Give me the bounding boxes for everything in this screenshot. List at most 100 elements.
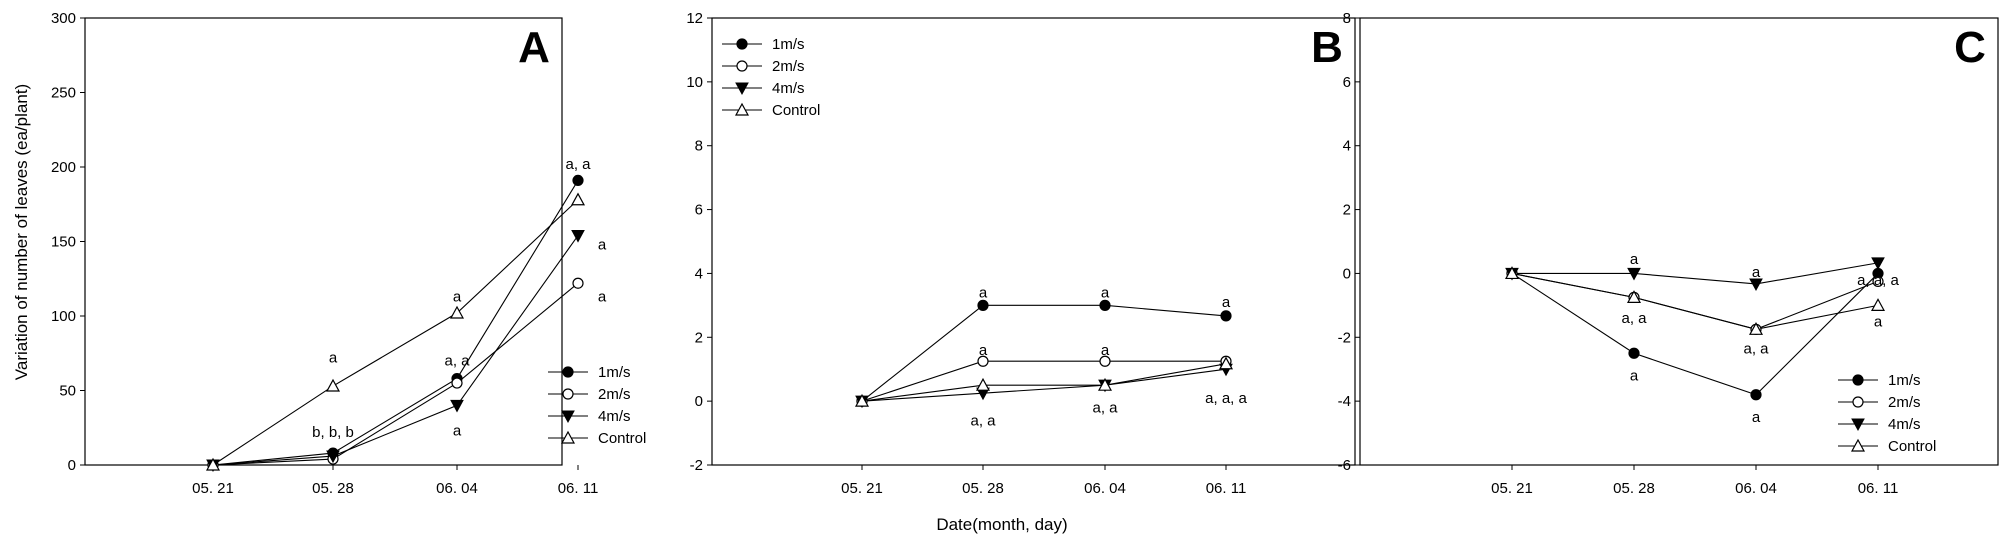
- legend-marker: [1851, 418, 1865, 432]
- legend-marker: [562, 388, 574, 400]
- data-point: [325, 378, 341, 392]
- y-tick-label: 150: [51, 234, 76, 251]
- x-tick-label: 06. 04: [1084, 480, 1126, 497]
- panel-label: C: [1954, 23, 1986, 72]
- y-tick-label: 8: [1343, 10, 1351, 27]
- data-point: [570, 192, 586, 206]
- series-line-1m-s: [861, 304, 1227, 402]
- data-point: [1099, 299, 1111, 311]
- legend-marker: [1850, 438, 1866, 452]
- data-point: [571, 230, 585, 243]
- y-tick-label: 12: [686, 10, 703, 27]
- data-point: [572, 174, 584, 187]
- data-point: [450, 399, 464, 413]
- data-point: [854, 393, 870, 407]
- series-line-control: [861, 363, 1227, 402]
- significance-label: a: [598, 289, 607, 306]
- y-tick-label: -2: [1338, 329, 1351, 346]
- y-tick-label: -4: [1338, 393, 1351, 410]
- x-tick-label: 05. 21: [841, 480, 883, 497]
- data-point: [1626, 290, 1642, 303]
- significance-label: a, a: [1621, 310, 1647, 327]
- y-tick-label: 6: [1343, 74, 1351, 91]
- legend-label: 1m/s: [1888, 372, 1921, 389]
- significance-label: a: [1630, 368, 1639, 385]
- significance-label: a, a: [1092, 400, 1118, 417]
- significance-label: a, a: [1743, 340, 1769, 357]
- significance-label: a: [453, 289, 462, 306]
- data-point: [1872, 275, 1884, 288]
- legend-label: 2m/s: [1888, 394, 1921, 411]
- y-tick-label: 8: [695, 138, 703, 155]
- significance-label: a: [453, 423, 462, 440]
- significance-label: a, a, a: [1205, 390, 1247, 407]
- legend-label: Control: [598, 430, 646, 447]
- significance-label: a: [1874, 313, 1883, 330]
- y-tick-label: 100: [51, 308, 76, 325]
- data-point: [1097, 377, 1113, 391]
- data-point: [1748, 322, 1764, 335]
- significance-label: a: [979, 342, 988, 359]
- legend-marker: [736, 38, 748, 50]
- y-tick-label: 10: [686, 74, 703, 91]
- data-point: [1749, 278, 1763, 292]
- series-line-2m-s: [861, 360, 1226, 402]
- plot-frame: [1359, 17, 1999, 466]
- y-tick-label: 4: [1343, 138, 1351, 155]
- panel-label: A: [518, 23, 550, 72]
- x-tick-label: 05. 28: [312, 480, 354, 497]
- x-tick-label: 05. 21: [192, 480, 234, 497]
- x-tick-label: 05. 28: [1613, 480, 1655, 497]
- series-line-control: [1511, 272, 1879, 330]
- x-tick-label: 06. 11: [1206, 480, 1247, 497]
- y-tick-label: 0: [68, 457, 76, 474]
- series-line-2m-s: [1511, 272, 1879, 330]
- data-point: [977, 299, 989, 311]
- y-tick-label: -2: [690, 457, 703, 474]
- y-tick-label: 50: [59, 383, 76, 400]
- y-tick-label: 2: [1343, 202, 1351, 219]
- series-line-control: [212, 199, 579, 466]
- legend-label: 1m/s: [772, 36, 805, 53]
- y-tick-label: 0: [1343, 265, 1351, 282]
- plot-frame: [711, 17, 1356, 466]
- data-point: [1504, 266, 1520, 280]
- significance-label: a: [979, 285, 988, 302]
- legend-label: Control: [772, 102, 820, 119]
- data-point: [449, 305, 465, 319]
- data-point: [1220, 310, 1232, 322]
- x-tick-label: 06. 11: [1858, 480, 1899, 497]
- data-point: [977, 355, 989, 367]
- y-tick-label: 6: [695, 202, 703, 219]
- x-tick-label: 06. 04: [436, 480, 478, 497]
- legend-label: 1m/s: [598, 364, 631, 381]
- significance-label: a, a: [565, 156, 591, 173]
- data-point: [1871, 257, 1885, 270]
- data-point: [1628, 347, 1640, 359]
- y-tick-label: 300: [51, 10, 76, 27]
- legend-marker: [734, 102, 750, 116]
- x-tick-label: 05. 28: [962, 480, 1004, 497]
- significance-label: a: [1752, 409, 1761, 426]
- legend-label: Control: [1888, 438, 1936, 455]
- data-point: [1218, 356, 1234, 370]
- legend-marker: [1852, 396, 1864, 408]
- significance-label: a, a: [970, 412, 996, 429]
- plot-frame: [84, 17, 563, 466]
- significance-label: a, a: [444, 353, 470, 370]
- data-point: [451, 377, 463, 389]
- series-line-4m-s: [1512, 262, 1879, 285]
- significance-label: a: [1752, 264, 1761, 281]
- significance-label: a: [1101, 342, 1110, 359]
- data-point: [1870, 298, 1886, 311]
- y-tick-label: 0: [695, 393, 703, 410]
- legend-label: 4m/s: [1888, 416, 1921, 433]
- legend-label: 4m/s: [598, 408, 631, 425]
- y-axis-title: Variation of number of leaves (ea/plant): [12, 84, 31, 380]
- data-point: [572, 277, 584, 289]
- series-line-2m-s: [212, 282, 579, 466]
- series-line-1m-s: [1511, 272, 1879, 396]
- x-tick-label: 05. 21: [1491, 480, 1533, 497]
